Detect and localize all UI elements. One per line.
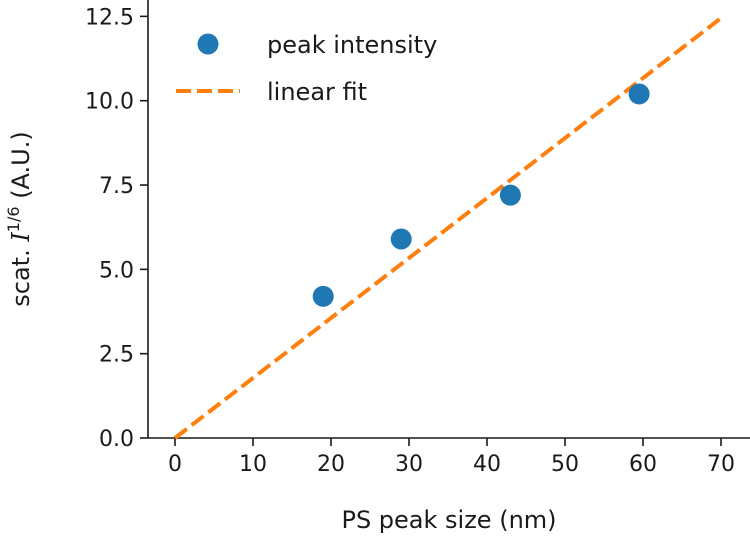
y-tick-label: 10.0 <box>85 90 134 115</box>
y-tick-label: 0.0 <box>99 427 134 452</box>
y-tick-label: 12.5 <box>85 5 134 30</box>
data-point <box>390 228 412 250</box>
x-tick-label: 60 <box>629 452 657 477</box>
legend-marker-peak-intensity <box>197 33 219 55</box>
axes <box>147 0 750 439</box>
y-axis-label-exponent: 1/6 <box>4 206 23 232</box>
y-ticks: 0.0 2.5 5.0 7.5 10.0 12.5 <box>85 5 148 452</box>
series <box>173 16 723 440</box>
x-tick-label: 70 <box>707 452 735 477</box>
x-tick-label: 20 <box>317 452 345 477</box>
linear-fit-line <box>173 16 723 440</box>
y-axis-label-symbol: I <box>7 232 35 243</box>
x-tick-label: 50 <box>551 452 579 477</box>
y-tick-label: 5.0 <box>99 258 134 283</box>
x-tick-label: 40 <box>473 452 501 477</box>
x-tick-label: 0 <box>168 452 182 477</box>
data-point <box>499 184 521 206</box>
x-axis-label: PS peak size (nm) <box>341 506 556 534</box>
legend: peak intensity linear fit <box>176 31 437 106</box>
y-axis-label-prefix: scat. <box>7 242 35 307</box>
x-ticks: 0 10 20 30 40 50 60 70 <box>168 438 735 477</box>
data-point <box>628 83 650 105</box>
legend-label-linear-fit: linear fit <box>267 78 367 106</box>
x-tick-label: 30 <box>395 452 423 477</box>
data-point <box>312 285 334 307</box>
y-axis-label: scat. I1/6 (A.U.) <box>4 131 35 307</box>
y-axis-label-suffix: (A.U.) <box>7 131 35 206</box>
x-tick-label: 10 <box>239 452 267 477</box>
y-tick-label: 2.5 <box>99 343 134 368</box>
legend-label-peak-intensity: peak intensity <box>267 31 437 59</box>
y-tick-label: 7.5 <box>99 174 134 199</box>
